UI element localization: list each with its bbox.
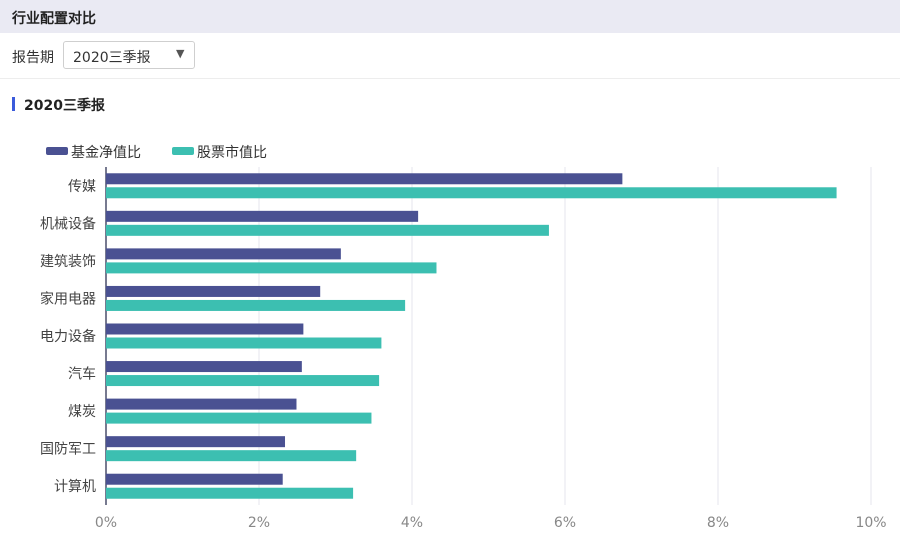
report-period-label: 报告期: [12, 50, 54, 66]
section-title: 2020三季报: [24, 98, 105, 114]
category-label: 家用电器: [40, 290, 96, 307]
x-tick-label: 8%: [707, 515, 729, 531]
bar-stock-mkt: [106, 262, 437, 274]
category-label: 国防军工: [40, 442, 96, 458]
bar-fund-nav: [106, 361, 302, 373]
report-period-value: 2020三季报: [73, 50, 151, 66]
bar-fund-nav: [106, 248, 341, 260]
bar-fund-nav: [106, 285, 321, 297]
bar-stock-mkt: [106, 224, 549, 236]
x-tick-label: 6%: [554, 515, 576, 531]
legend-label-stock: 股票市值比: [197, 145, 267, 161]
bar-stock-mkt: [106, 375, 380, 387]
bar-fund-nav: [106, 210, 419, 222]
filter-row: 报告期 2020三季报 ▼: [0, 33, 900, 79]
bar-stock-mkt: [106, 487, 354, 499]
category-label: 煤炭: [68, 404, 96, 420]
bar-fund-nav: [106, 323, 304, 335]
report-period-select[interactable]: 2020三季报 ▼: [63, 41, 195, 69]
bar-stock-mkt: [106, 187, 837, 199]
category-label: 机械设备: [40, 215, 96, 232]
x-tick-label: 2%: [248, 515, 270, 531]
section-marker: [12, 97, 15, 111]
legend-swatch-stock: [172, 147, 194, 155]
category-label: 建筑装饰: [40, 254, 96, 270]
x-tick-label: 4%: [401, 515, 423, 531]
bar-stock-mkt: [106, 299, 406, 311]
bar-fund-nav: [106, 398, 297, 410]
panel-header: 行业配置对比: [0, 0, 900, 33]
x-tick-label: 0%: [95, 515, 117, 531]
bar-stock-mkt: [106, 337, 382, 349]
category-label: 电力设备: [40, 328, 96, 345]
category-label: 计算机: [54, 479, 96, 495]
bar-fund-nav: [106, 436, 286, 448]
legend-label-fund: 基金净值比: [71, 145, 141, 161]
panel-title: 行业配置对比: [12, 11, 96, 27]
x-tick-label: 10%: [855, 515, 886, 531]
bar-stock-mkt: [106, 450, 357, 462]
category-label: 传媒: [68, 179, 96, 195]
bar-fund-nav: [106, 473, 283, 485]
legend-swatch-fund: [46, 147, 68, 155]
bar-stock-mkt: [106, 412, 372, 424]
category-label: 汽车: [68, 366, 96, 383]
chevron-down-icon[interactable]: ▼: [176, 47, 185, 60]
bar-fund-nav: [106, 173, 623, 185]
